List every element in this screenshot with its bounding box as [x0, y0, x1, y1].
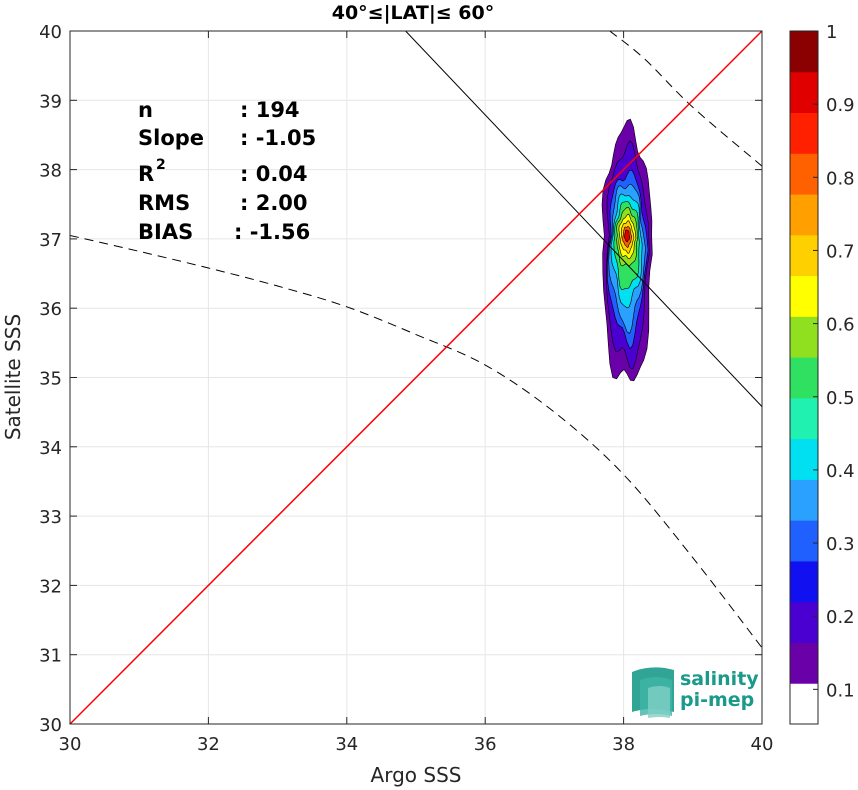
statistics-box: n : 194 Slope : -1.05 R 2 : 0.04 RMS : 2… [138, 98, 316, 244]
y-axis-ticks: 30 31 32 33 34 35 36 37 38 39 40 [39, 22, 762, 736]
colorbar-band [790, 397, 818, 440]
plot-frame [69, 30, 763, 725]
stat-r2-label: R [138, 162, 154, 186]
colorbar-tick-label: 0.7 [826, 241, 855, 262]
y-tick-label: 38 [39, 161, 62, 182]
colorbar-tick-label: 0.4 [826, 461, 855, 482]
y-tick-label: 32 [39, 576, 62, 597]
colorbar-band [790, 194, 818, 236]
y-tick-label: 39 [39, 91, 62, 112]
colorbar-band [790, 642, 818, 684]
colorbar-band [790, 438, 818, 480]
confidence-curve-upper [609, 31, 762, 167]
plot-area: 30 32 34 36 38 40 30 31 32 33 34 35 36 37 38 39 40 [39, 22, 773, 755]
y-tick-label: 37 [39, 230, 62, 251]
colorbar-band [790, 234, 818, 277]
colorbar-band [790, 357, 818, 399]
regression-line [405, 31, 762, 407]
colorbar-tick-label: 0.9 [826, 95, 855, 116]
x-tick-label: 32 [197, 734, 220, 755]
y-tick-label: 36 [39, 299, 62, 320]
identity-line [70, 31, 762, 724]
chart-title: 40°≤|LAT|≤ 60° [332, 2, 495, 24]
colorbar-bands [790, 31, 818, 725]
colorbar-tick-label: 0.2 [826, 607, 855, 628]
stat-n-label: n [138, 98, 153, 122]
colorbar-tick-label: 0.8 [826, 168, 855, 189]
colorbar-tick-label: 0.6 [826, 315, 855, 336]
colorbar-band [790, 275, 818, 317]
y-tick-label: 34 [39, 438, 62, 459]
grid [69, 30, 763, 725]
colorbar-tick-label: 1 [826, 22, 837, 43]
y-tick-label: 31 [39, 646, 62, 667]
stat-n-value: : 194 [240, 98, 300, 122]
colorbar-band [790, 316, 818, 358]
colorbar-tick-label: 0.1 [826, 680, 855, 701]
x-tick-label: 30 [59, 734, 82, 755]
x-axis-label: Argo SSS [371, 763, 462, 787]
density-contour-level [624, 229, 630, 243]
stat-slope-label: Slope [138, 126, 204, 150]
stat-r2-sup: 2 [156, 157, 166, 173]
y-tick-label: 33 [39, 507, 62, 528]
colorbar-band [790, 520, 818, 562]
stat-rms-value: : 2.00 [240, 191, 308, 215]
stat-bias-value: : -1.56 [234, 220, 310, 244]
colorbar-band [790, 683, 818, 725]
logo-line2: pi-mep [680, 689, 754, 711]
salinity-logo: salinity pi-mep [632, 667, 759, 718]
y-axis-label: Satellite SSS [1, 314, 25, 440]
colorbar-tick-label: 0.5 [826, 388, 855, 409]
y-tick-label: 35 [39, 369, 62, 390]
wave-logo-icon [632, 667, 674, 718]
colorbar-band [790, 153, 818, 195]
colorbar-ticks: 0.1 0.2 0.3 0.4 0.5 0.6 0.7 0.8 0.9 1 [813, 22, 855, 701]
x-tick-label: 36 [474, 734, 497, 755]
stat-slope-value: : -1.05 [240, 126, 316, 150]
x-tick-label: 38 [612, 734, 635, 755]
confidence-curve-lower [70, 234, 762, 649]
x-axis-ticks: 30 32 34 36 38 40 [59, 31, 774, 755]
colorbar-band [790, 560, 818, 603]
colorbar-band [790, 71, 818, 114]
colorbar-band [790, 479, 818, 521]
colorbar-band [790, 601, 818, 643]
y-tick-label: 30 [39, 715, 62, 736]
x-tick-label: 40 [751, 734, 774, 755]
stat-rms-label: RMS [138, 191, 190, 215]
stat-r2-value: : 0.04 [240, 162, 308, 186]
colorbar-tick-label: 0.3 [826, 534, 855, 555]
stat-bias-label: BIAS [138, 220, 193, 244]
x-tick-label: 34 [335, 734, 358, 755]
colorbar-band [790, 112, 818, 154]
colorbar-frame [789, 30, 819, 725]
density-contours [601, 118, 653, 382]
y-tick-label: 40 [39, 22, 62, 43]
colorbar-band [790, 31, 818, 73]
logo-line1: salinity [680, 668, 759, 690]
colorbar: 0.1 0.2 0.3 0.4 0.5 0.6 0.7 0.8 0.9 1 [789, 22, 855, 725]
